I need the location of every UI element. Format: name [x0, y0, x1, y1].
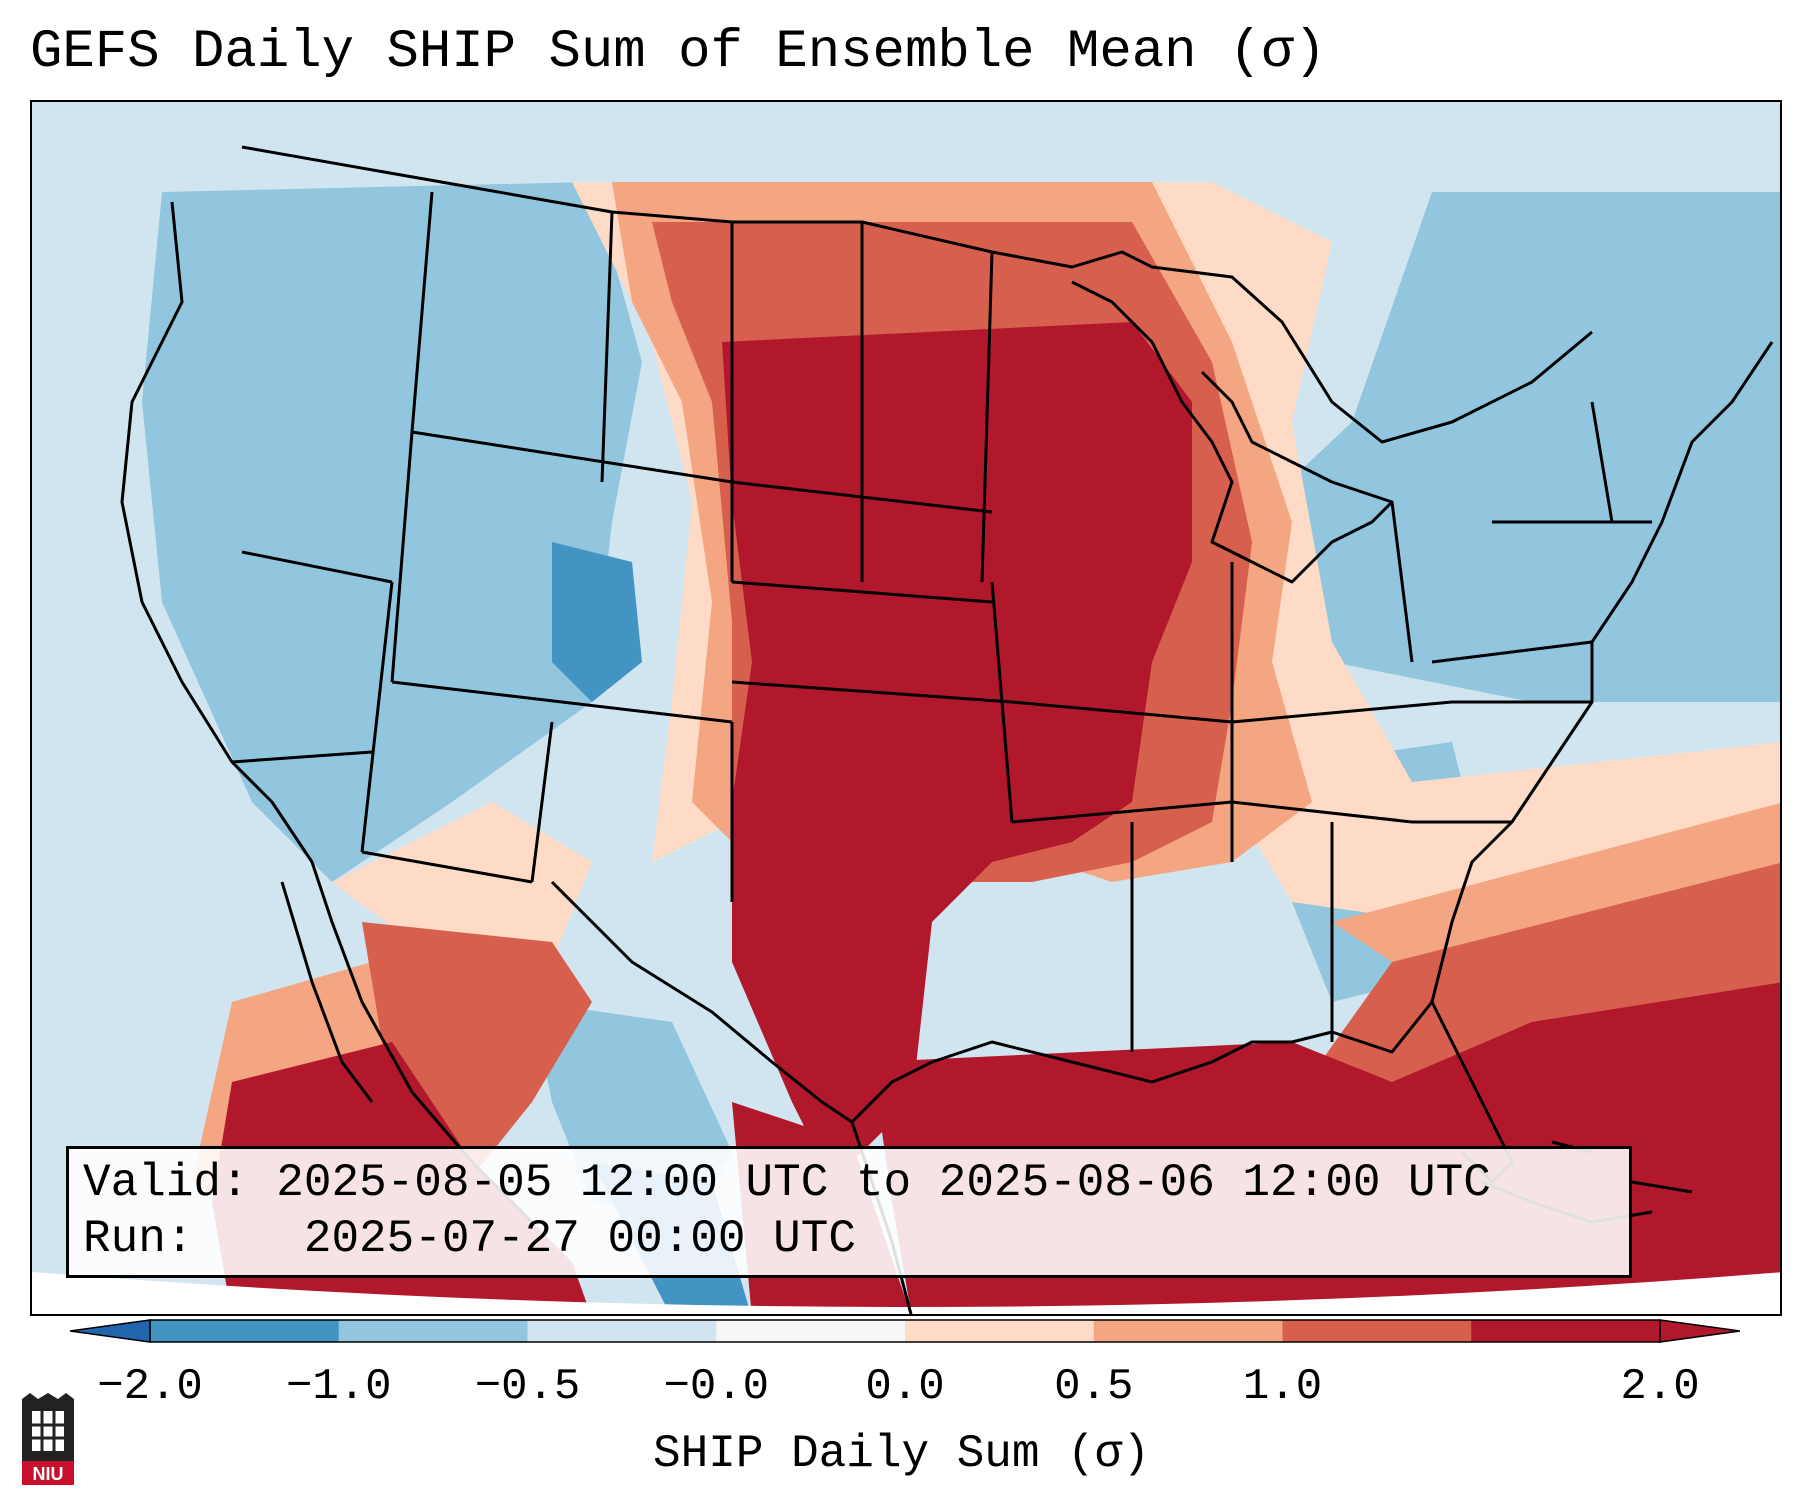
boundaries [120, 145, 1774, 1314]
colorbar-tick-label: −2.0 [97, 1362, 203, 1412]
logo-text: NIU [33, 1464, 64, 1484]
state-lines-2 [730, 480, 1234, 902]
colorbar-tick-label: 0.5 [1054, 1362, 1134, 1412]
niu-logo: NIU [22, 1393, 74, 1485]
run-value: 2025-07-27 00:00 UTC [303, 1213, 856, 1265]
gulf-coast [550, 880, 1434, 1124]
baja [280, 881, 374, 1103]
region-peach-southwest [332, 802, 592, 962]
region-lightblue-east [1182, 192, 1780, 702]
colorbar [70, 1319, 1740, 1343]
colorbar-tick-label: −0.5 [474, 1362, 581, 1412]
colorbar-extend-high [1659, 1319, 1740, 1343]
colorbar-tick-label: 0.0 [865, 1362, 945, 1412]
region-medblue-colorado [552, 542, 642, 702]
colorbar-extend-low [70, 1319, 151, 1343]
map-svg [32, 145, 1780, 1314]
colorbar-cell [1471, 1320, 1661, 1342]
colorbar-cell [150, 1320, 340, 1342]
state-lines-4 [1390, 401, 1652, 824]
run-label: Run: [83, 1213, 194, 1265]
colorbar-cell [905, 1320, 1095, 1342]
colorbar-tick-label: −0.0 [663, 1362, 770, 1412]
colorbar-cell [338, 1320, 528, 1342]
colorbar-tick-label: 2.0 [1620, 1362, 1700, 1412]
chart-title: GEFS Daily SHIP Sum of Ensemble Mean (σ) [30, 22, 1327, 83]
valid-value: 2025-08-05 12:00 UTC to 2025-08-06 12:00… [276, 1157, 1491, 1209]
state-lines-1 [390, 191, 994, 724]
us-canada-border [241, 145, 1593, 444]
valid-label: Valid: [83, 1157, 249, 1209]
colorbar-cell [716, 1320, 906, 1342]
colorbar-tick-label: −1.0 [285, 1362, 392, 1412]
projection-edge [32, 1272, 1780, 1314]
ship-field [32, 182, 1780, 1314]
map-panel [30, 100, 1782, 1316]
great-lakes [1071, 280, 1394, 584]
region-lightblue-west [142, 182, 642, 882]
colorbar-tick-label: 1.0 [1242, 1362, 1323, 1412]
info-box: Valid: 2025-08-05 12:00 UTC to 2025-08-0… [66, 1146, 1632, 1278]
colorbar-label: SHIP Daily Sum (σ) [653, 1428, 1150, 1480]
state-lines-3 [231, 550, 1453, 1052]
colorbar-cell [1093, 1320, 1283, 1342]
atlantic-coast [1430, 341, 1774, 1003]
colorbar-cell [1282, 1320, 1472, 1342]
colorbar-cell [527, 1320, 717, 1342]
region-darkred-core [722, 322, 1192, 1182]
